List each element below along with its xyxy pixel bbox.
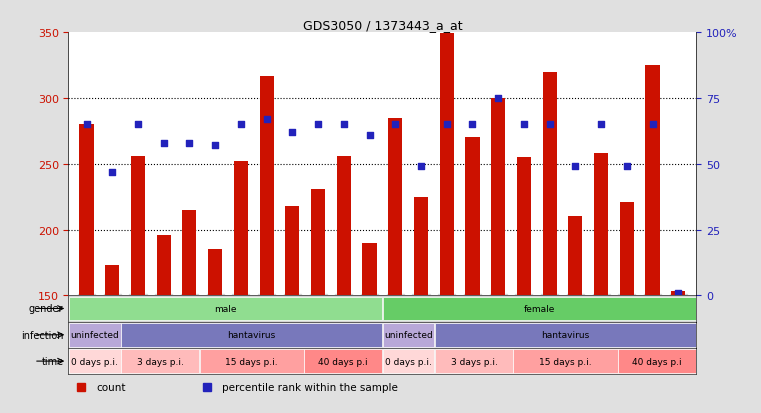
Point	[158, 140, 170, 147]
Point	[235, 121, 247, 128]
Bar	[199, 349, 304, 373]
Bar	[435, 323, 696, 347]
Bar	[121, 349, 199, 373]
Point	[466, 121, 479, 128]
Bar	[414, 197, 428, 296]
Text: 15 days p.i.: 15 days p.i.	[225, 357, 278, 366]
Point	[647, 121, 659, 128]
Bar	[311, 189, 325, 296]
Bar	[260, 76, 274, 296]
Bar	[336, 157, 351, 296]
Bar	[208, 249, 222, 296]
Bar	[543, 72, 557, 296]
Text: time: time	[41, 356, 63, 366]
Point	[492, 95, 505, 102]
Text: count: count	[97, 382, 126, 392]
Text: uninfected: uninfected	[70, 330, 119, 339]
Point	[286, 130, 298, 136]
Text: 0 days p.i.: 0 days p.i.	[72, 357, 118, 366]
Point	[81, 121, 93, 128]
Bar	[440, 34, 454, 296]
Text: 3 days p.i.: 3 days p.i.	[137, 357, 183, 366]
Point	[132, 121, 144, 128]
Bar	[383, 323, 435, 347]
Bar	[131, 157, 145, 296]
Bar	[671, 292, 686, 296]
Point	[569, 164, 581, 170]
Bar	[619, 202, 634, 296]
Point	[415, 164, 427, 170]
Point	[312, 121, 324, 128]
Text: hantavirus: hantavirus	[228, 330, 275, 339]
Text: 40 days p.i: 40 days p.i	[632, 357, 682, 366]
Text: 40 days p.i: 40 days p.i	[318, 357, 368, 366]
Bar	[435, 349, 513, 373]
Bar	[383, 349, 435, 373]
Point	[595, 121, 607, 128]
Point	[338, 121, 350, 128]
Point	[441, 121, 453, 128]
Bar	[514, 349, 618, 373]
Bar	[183, 210, 196, 296]
Point	[106, 169, 118, 176]
Point	[183, 140, 196, 147]
Bar	[68, 297, 382, 320]
Bar	[304, 349, 382, 373]
Bar	[491, 99, 505, 296]
Bar	[105, 266, 119, 296]
Bar	[466, 138, 479, 296]
Text: percentile rank within the sample: percentile rank within the sample	[222, 382, 398, 392]
Point	[517, 121, 530, 128]
Bar	[645, 66, 660, 296]
Title: GDS3050 / 1373443_a_at: GDS3050 / 1373443_a_at	[303, 19, 462, 32]
Point	[209, 142, 221, 149]
Text: 15 days p.i.: 15 days p.i.	[540, 357, 592, 366]
Text: gender: gender	[29, 304, 63, 314]
Text: male: male	[214, 304, 237, 313]
Bar	[383, 297, 696, 320]
Bar	[68, 349, 120, 373]
Bar	[388, 119, 403, 296]
Bar	[234, 161, 248, 296]
Point	[621, 164, 633, 170]
Text: 0 days p.i.: 0 days p.i.	[385, 357, 432, 366]
Bar	[68, 323, 120, 347]
Text: 3 days p.i.: 3 days p.i.	[451, 357, 498, 366]
Point	[389, 121, 401, 128]
Point	[364, 132, 376, 139]
Text: infection: infection	[21, 330, 63, 340]
Point	[260, 116, 272, 123]
Bar	[157, 235, 170, 296]
Bar	[79, 125, 94, 296]
Bar	[517, 158, 531, 296]
Text: female: female	[524, 304, 555, 313]
Bar	[362, 243, 377, 296]
Point	[543, 121, 556, 128]
Bar	[568, 217, 582, 296]
Point	[672, 290, 684, 296]
Bar	[121, 323, 382, 347]
Bar	[594, 154, 608, 296]
Text: uninfected: uninfected	[384, 330, 433, 339]
Bar	[618, 349, 696, 373]
Text: hantavirus: hantavirus	[541, 330, 590, 339]
Bar	[285, 206, 299, 296]
